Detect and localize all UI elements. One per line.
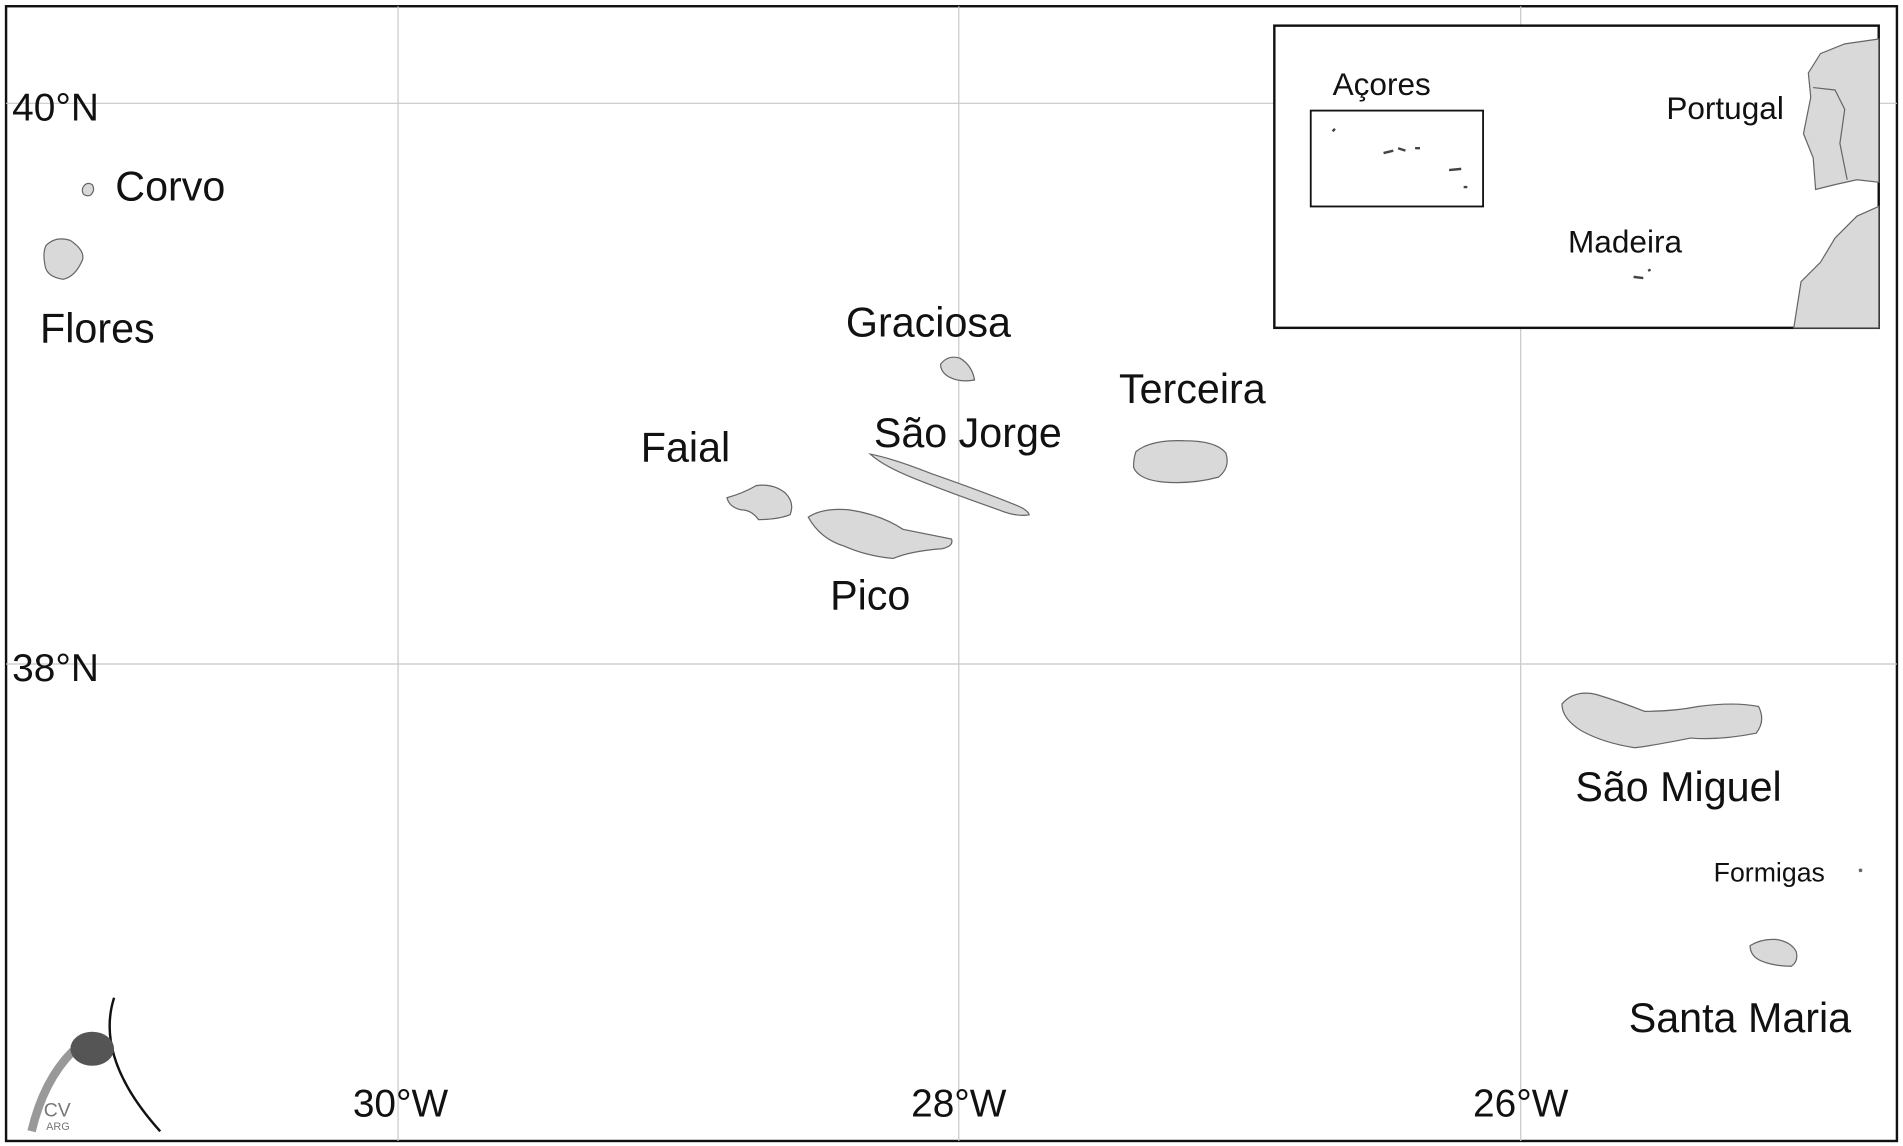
island-label: São Jorge <box>874 410 1062 456</box>
madeira-mini <box>1633 268 1652 280</box>
islands <box>43 182 1863 967</box>
island-corvo <box>81 182 95 197</box>
island-label: Corvo <box>115 163 225 209</box>
island-label: Terceira <box>1119 366 1266 412</box>
island-pico <box>807 508 953 560</box>
logo-curve <box>108 997 162 1133</box>
island-label: Formigas <box>1714 857 1825 887</box>
island-terceira <box>1132 440 1228 484</box>
lat-label: 38°N <box>12 647 99 690</box>
logo-title: CV <box>44 1100 71 1122</box>
island-label: Flores <box>40 305 155 351</box>
island-label: Faial <box>641 424 730 470</box>
azores-mini <box>1331 127 1468 189</box>
azores-box <box>1309 109 1484 208</box>
lon-label: 30°W <box>353 1083 449 1126</box>
island-faial <box>726 484 793 521</box>
logo: CV ARG <box>27 997 162 1133</box>
border <box>1813 86 1848 180</box>
island-label: Santa Maria <box>1629 995 1851 1041</box>
inset-map: Açores Portugal Madeira <box>1273 24 1880 330</box>
island-label: Graciosa <box>846 299 1011 345</box>
island-sao-jorge <box>868 453 1030 516</box>
logo-stroke <box>27 1048 76 1133</box>
island-graciosa <box>939 356 976 382</box>
inset-label: Madeira <box>1568 224 1682 260</box>
island-formigas <box>1858 868 1863 873</box>
logo-mark <box>70 1031 115 1066</box>
inset-frame <box>1273 24 1880 330</box>
island-label: São Miguel <box>1575 764 1781 810</box>
lon-label: 28°W <box>911 1083 1007 1126</box>
island-label: Pico <box>830 572 910 618</box>
island-sao-miguel <box>1561 692 1763 749</box>
africa <box>1793 205 1880 329</box>
inset-label: Açores <box>1333 66 1431 102</box>
iberia <box>1802 38 1880 191</box>
lon-label: 26°W <box>1473 1083 1569 1126</box>
island-flores <box>43 238 84 280</box>
inset-label: Portugal <box>1666 90 1784 126</box>
logo-subtitle: ARG <box>46 1121 70 1133</box>
island-santa-maria <box>1749 938 1798 967</box>
lat-label: 40°N <box>12 86 99 129</box>
